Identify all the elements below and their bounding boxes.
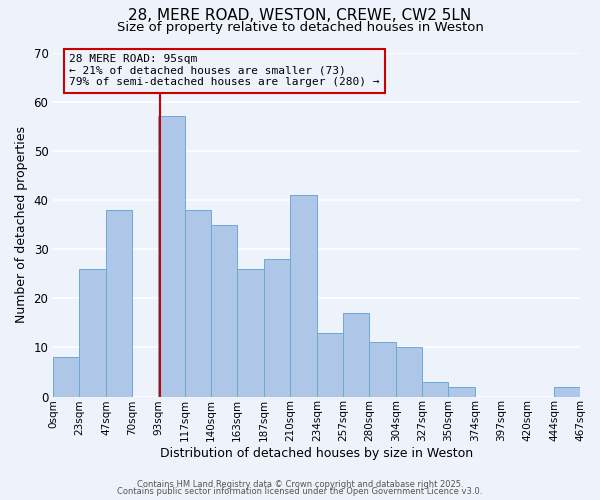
Bar	[185, 210, 211, 396]
Bar	[422, 382, 448, 396]
Bar	[396, 348, 422, 397]
Bar	[53, 357, 79, 397]
Bar	[343, 313, 369, 396]
Bar	[79, 269, 106, 396]
Text: 28 MERE ROAD: 95sqm
← 21% of detached houses are smaller (73)
79% of semi-detach: 28 MERE ROAD: 95sqm ← 21% of detached ho…	[69, 54, 380, 88]
Bar	[369, 342, 396, 396]
Y-axis label: Number of detached properties: Number of detached properties	[15, 126, 28, 323]
Bar	[237, 269, 264, 396]
Bar	[554, 386, 580, 396]
Bar	[158, 116, 185, 396]
Bar	[264, 259, 290, 396]
Bar	[317, 332, 343, 396]
Text: 28, MERE ROAD, WESTON, CREWE, CW2 5LN: 28, MERE ROAD, WESTON, CREWE, CW2 5LN	[128, 8, 472, 22]
X-axis label: Distribution of detached houses by size in Weston: Distribution of detached houses by size …	[160, 447, 473, 460]
Bar	[211, 224, 237, 396]
Bar	[448, 386, 475, 396]
Text: Size of property relative to detached houses in Weston: Size of property relative to detached ho…	[116, 21, 484, 34]
Text: Contains public sector information licensed under the Open Government Licence v3: Contains public sector information licen…	[118, 487, 482, 496]
Bar	[106, 210, 132, 396]
Bar	[290, 195, 317, 396]
Text: Contains HM Land Registry data © Crown copyright and database right 2025.: Contains HM Land Registry data © Crown c…	[137, 480, 463, 489]
